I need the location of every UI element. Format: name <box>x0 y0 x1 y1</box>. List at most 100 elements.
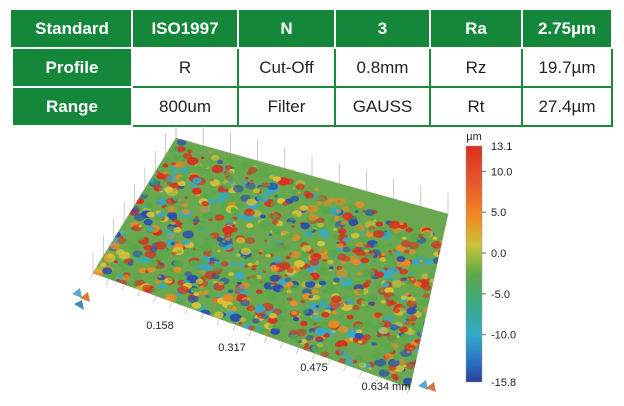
surface-peak <box>365 252 376 259</box>
surface-peak <box>348 245 355 250</box>
surface-peak <box>376 333 383 338</box>
surface-peak <box>395 250 401 255</box>
surface-peak <box>228 271 235 277</box>
surface-peak <box>187 295 199 303</box>
grid-line <box>248 330 252 337</box>
surface-peak <box>416 368 421 372</box>
surface-peak <box>142 284 152 292</box>
surface-peak <box>263 239 268 242</box>
surface-peak <box>269 313 278 319</box>
surface-peak <box>129 281 134 285</box>
surface-peak <box>166 181 173 186</box>
surface-peak <box>133 213 146 222</box>
surface-peak <box>355 323 363 330</box>
surface-peak <box>361 284 368 289</box>
surface-peak <box>167 206 177 213</box>
surface-peak <box>147 259 158 267</box>
surface-peak <box>314 246 326 254</box>
surface-peak <box>209 235 214 238</box>
surface-peak <box>188 260 199 267</box>
colorbar-unit: µm <box>466 131 482 143</box>
surface-peak <box>158 187 164 191</box>
surface-peak <box>175 157 181 162</box>
surface-peak <box>314 188 319 191</box>
surface-peak <box>157 283 166 289</box>
surface-peak <box>177 199 182 202</box>
surface-peak <box>271 220 279 225</box>
surface-peak <box>222 294 234 303</box>
grid-line <box>311 353 316 360</box>
surface-peak <box>161 228 166 232</box>
surface-peak <box>286 281 294 287</box>
surface-peak <box>243 208 255 217</box>
colorbar: µm 13.1 -15.8 10.0 5.0 0.0 -5.0 -10.0 <box>465 131 516 389</box>
grid-line <box>390 382 395 389</box>
colorbar-tick-label: -10.0 <box>491 330 516 342</box>
surface-peak <box>200 276 207 280</box>
surface-peak <box>315 266 323 271</box>
grid-line <box>264 336 268 343</box>
parameters-table: Standard ISO1997 N 3 Ra 2.75µm Profile R… <box>11 8 613 127</box>
surface-peak <box>384 287 394 294</box>
surface-peak <box>433 308 440 313</box>
surface-peak <box>265 253 271 258</box>
surface-peak <box>440 236 445 240</box>
surface-peak <box>199 205 211 213</box>
surface-peak <box>115 249 125 256</box>
surface-peak <box>337 228 347 235</box>
surface-peak <box>110 243 120 250</box>
surface-peak <box>265 188 274 195</box>
surface-peak <box>245 237 256 244</box>
x-axis: 0.158 0.317 0.475 0.634 mm <box>146 320 410 393</box>
surface-peak <box>391 343 399 349</box>
surface-peak <box>346 314 354 320</box>
surface-peak <box>446 242 448 252</box>
surface-peak <box>222 226 235 235</box>
surface-peak <box>184 271 193 277</box>
surface-peak <box>446 259 448 264</box>
surface-peak <box>121 274 130 281</box>
surface-peak <box>157 212 167 219</box>
surface-peak <box>399 339 408 345</box>
surface-peak <box>225 156 235 164</box>
surface-peak <box>278 314 288 322</box>
surface-peak <box>272 176 281 182</box>
surface-peak <box>260 214 266 219</box>
surface-peak <box>176 146 186 153</box>
surface-peak <box>415 306 424 313</box>
surface-peak <box>211 154 220 161</box>
surface-peak <box>154 279 162 285</box>
surface-peak <box>313 269 318 273</box>
surface-peak <box>303 259 307 262</box>
surface-peak <box>453 252 459 256</box>
grid-line <box>168 301 173 308</box>
surface-peak <box>434 333 446 342</box>
surface-peak <box>300 205 308 211</box>
surface-peak <box>217 160 224 164</box>
surface-peak <box>209 190 218 196</box>
cell-ra-value: 2.75µm <box>521 8 613 49</box>
surface-peak <box>102 267 113 275</box>
surface-peak <box>234 272 245 279</box>
surface-peak <box>252 229 257 234</box>
surface-peak <box>246 198 257 206</box>
surface-peak <box>149 275 158 281</box>
surface-peak <box>176 178 182 183</box>
surface-peak <box>380 299 387 304</box>
surface-peak <box>353 312 357 315</box>
surface-peak <box>171 166 178 172</box>
surface-peak <box>331 310 337 315</box>
surface-peak <box>195 193 201 198</box>
grid-line <box>343 364 347 372</box>
surface-peak <box>371 228 376 232</box>
surface-peak <box>200 220 206 225</box>
grid-line <box>200 313 205 320</box>
cell-ra-label: Ra <box>429 8 523 49</box>
surface-peak <box>434 322 446 331</box>
cell-rt-label: Rt <box>429 86 523 127</box>
surface-peak <box>287 297 293 301</box>
surface-peak <box>394 357 399 361</box>
surface-peak <box>246 283 250 286</box>
surface-peak <box>193 292 199 296</box>
surface-peak <box>433 285 443 292</box>
